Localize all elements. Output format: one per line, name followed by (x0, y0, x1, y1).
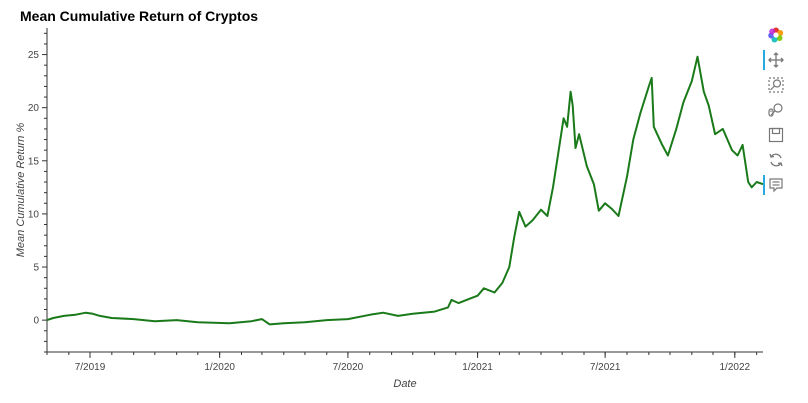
reset-icon[interactable] (765, 149, 787, 171)
x-tick-label: 1/2021 (462, 362, 493, 373)
y-tick-label: 20 (28, 103, 40, 114)
y-tick-label: 15 (28, 156, 40, 167)
y-tick-label: 25 (28, 50, 40, 61)
hover-icon[interactable] (763, 174, 787, 196)
plot-area[interactable] (47, 28, 763, 352)
y-axis-label: Mean Cumulative Return % (15, 123, 27, 258)
save-icon[interactable] (765, 124, 787, 146)
x-tick-label: 1/2020 (204, 362, 235, 373)
chart-title: Mean Cumulative Return of Cryptos (20, 8, 258, 24)
y-axis-ticks: 0 5 10 15 20 25 (28, 32, 47, 353)
x-axis-label: Date (393, 378, 416, 390)
x-tick-label: 1/2022 (720, 362, 751, 373)
wheel-zoom-icon[interactable] (765, 99, 787, 121)
box-zoom-icon[interactable] (765, 74, 787, 96)
bokeh-logo-icon[interactable] (765, 24, 787, 46)
pan-icon[interactable] (763, 49, 787, 71)
y-tick-label: 0 (33, 316, 39, 327)
x-tick-label: 7/2020 (333, 362, 364, 373)
x-axis-ticks: 7/2019 1/2020 7/2020 1/2021 7/2021 1/2022 (46, 352, 758, 373)
x-tick-label: 7/2021 (590, 362, 621, 373)
y-tick-label: 10 (28, 209, 40, 220)
toolbar (763, 24, 789, 199)
x-tick-label: 7/2019 (75, 362, 106, 373)
series-line (46, 55, 764, 326)
series-layer (46, 55, 764, 326)
y-tick-label: 5 (33, 263, 39, 274)
